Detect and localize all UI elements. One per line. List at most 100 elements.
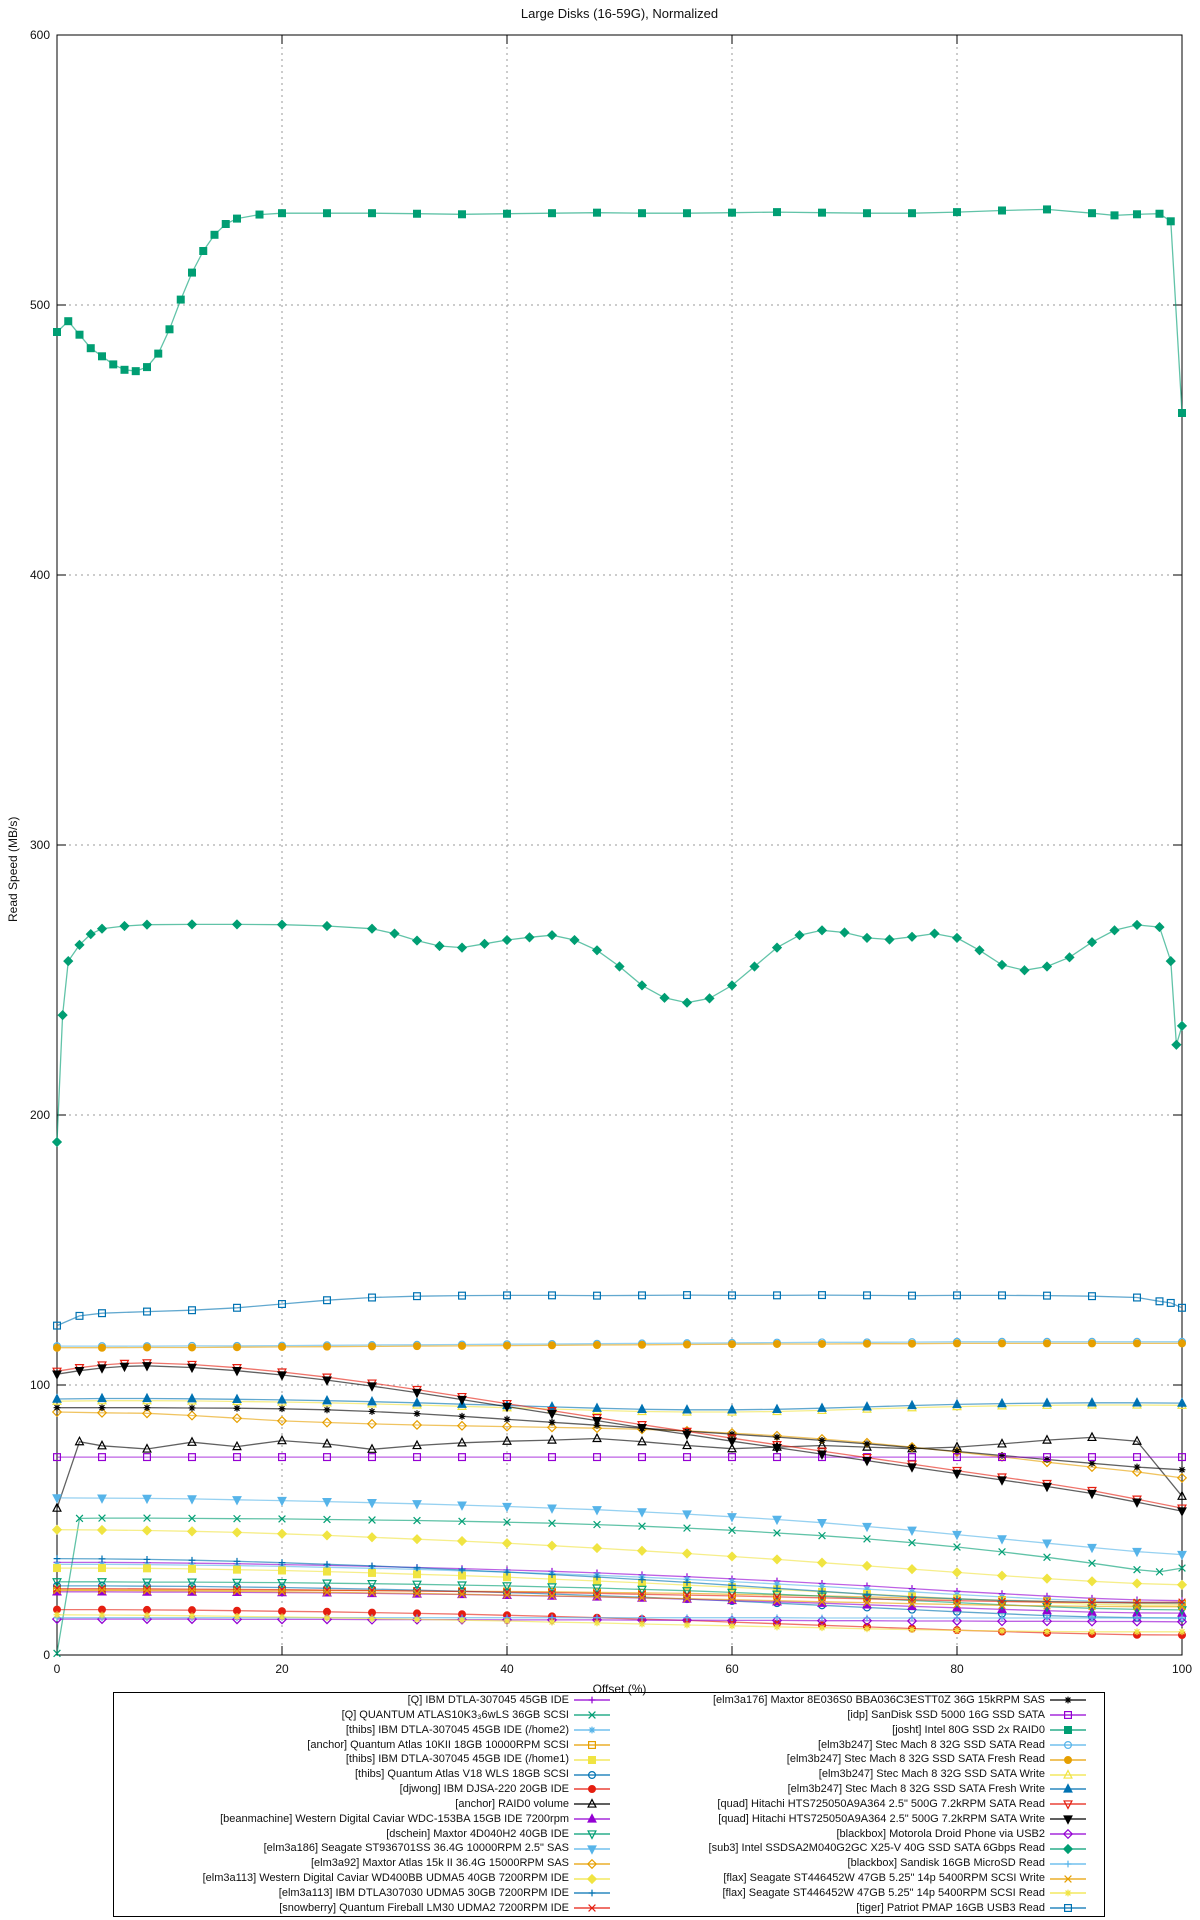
- series-22: [52, 1392, 1187, 1414]
- series-line: [56, 1400, 1183, 1413]
- y-tick-label: 500: [30, 298, 50, 312]
- legend-row: [elm3a92] Maxtor Atlas 15k II 36.4G 1500…: [114, 1856, 1104, 1871]
- legend-marker-sample: [574, 1785, 610, 1794]
- series-markers: [52, 1339, 1186, 1352]
- x-tick-label: 100: [1172, 1662, 1192, 1676]
- series-line: [57, 1618, 1183, 1623]
- legend-row: [thibs] IBM DTLA-307045 45GB IDE (/home1…: [114, 1752, 1104, 1767]
- legend-marker-sample: [1050, 1726, 1086, 1735]
- chart-title: Large Disks (16-59G), Normalized: [520, 6, 719, 21]
- legend-marker-sample: [1050, 1828, 1086, 1840]
- y-tick-label: 100: [30, 1378, 50, 1392]
- legend-marker-sample: [1050, 1768, 1086, 1779]
- legend-marker-sample: [1050, 1860, 1086, 1868]
- legend-row: [anchor] Quantum Atlas 10KII 18GB 10000R…: [114, 1738, 1104, 1753]
- series-8: [52, 1431, 1187, 1512]
- legend-marker-sample: [1050, 1711, 1086, 1720]
- series-markers: [52, 1494, 1187, 1561]
- series-markers: [52, 1392, 1187, 1414]
- series-markers: [53, 1404, 1186, 1474]
- legend-marker-sample: [1050, 1755, 1086, 1764]
- legend-marker-sample: [1050, 1815, 1086, 1825]
- series-14: [53, 1555, 1186, 1607]
- legend-marker-sample: [574, 1740, 610, 1749]
- legend-box: [Q] IBM DTLA-307045 45GB IDE [elm3a176] M…: [113, 1692, 1105, 1917]
- legend-marker-sample: [574, 1904, 610, 1913]
- x-tick-label: 80: [950, 1662, 964, 1676]
- legend-marker-sample: [574, 1711, 610, 1720]
- series-line: [56, 1362, 1183, 1509]
- y-axis-label: Read Speed (MB/s): [6, 816, 20, 922]
- series-markers: [51, 919, 1188, 1148]
- legend-label: [Q] QUANTUM ATLAS10K3₃6wLS 36GB SCSI: [341, 1708, 569, 1721]
- legend-row: [anchor] RAID0 volume [quad] Hitachi HTS7…: [114, 1797, 1104, 1812]
- legend-label: [quad] Hitachi HTS725050A9A364 2.5" 500G…: [717, 1797, 1045, 1810]
- axis-ticks: [56, 34, 1183, 1656]
- legend-label: [sub3] Intel SSDSA2M040G2GC X25-V 40G SS…: [708, 1842, 1045, 1855]
- legend-marker-sample: [574, 1830, 610, 1840]
- gridlines: [57, 35, 1182, 1655]
- legend-label: [Q] IBM DTLA-307045 45GB IDE: [407, 1694, 569, 1706]
- series-line: [57, 1407, 1183, 1471]
- legend-row: [djwong] IBM DJSA-220 20GB IDE [elm3b247]…: [114, 1782, 1104, 1797]
- legend-label: [blackbox] Motorola Droid Phone via USB2: [836, 1827, 1046, 1840]
- legend-marker-sample: [1050, 1697, 1086, 1704]
- legend-marker-sample: [1050, 1874, 1086, 1883]
- series-3: [53, 1560, 1186, 1607]
- legend-marker-sample: [1050, 1740, 1086, 1749]
- chart-plot-area: 0 100 200 300 400 500 600 0 20 40 60 80 100: [30, 28, 1192, 1676]
- series-markers: [52, 1291, 1186, 1330]
- legend-label: [flax] Seagate ST446452W 47GB 5.25" 14p …: [723, 1872, 1045, 1885]
- legend-marker-sample: [1050, 1889, 1086, 1897]
- series-line: [57, 1589, 1182, 1608]
- legend-label: [josht] Intel 80G SSD 2x RAID0: [892, 1723, 1045, 1736]
- legend-label: [elm3a186] Seagate ST936701SS 36.4G 1000…: [263, 1842, 569, 1855]
- series-line: [57, 1585, 1183, 1619]
- y-tick-label: 0: [43, 1648, 50, 1662]
- series-line: [57, 1581, 1183, 1611]
- legend-label: [quad] Hitachi HTS725050A9A364 2.5" 500G…: [718, 1812, 1045, 1825]
- legend-marker-sample: [574, 1798, 610, 1808]
- series-line: [56, 1557, 1182, 1604]
- legend-label: [blackbox] Sandisk 16GB MicroSD Read: [847, 1857, 1045, 1870]
- series-11: [52, 1494, 1187, 1561]
- legend-label: [flax] Seagate ST446452W 47GB 5.25" 14p …: [722, 1886, 1046, 1899]
- series-line: [56, 1436, 1183, 1509]
- x-tick-label: 0: [54, 1662, 61, 1676]
- series-markers: [53, 1514, 1186, 1658]
- legend-label: [idp] SanDisk SSD 5000 16G SSD SATA: [847, 1708, 1045, 1721]
- legend-label: [elm3b247] Stec Mach 8 32G SSD SATA Read: [817, 1738, 1045, 1751]
- series-13: [51, 1524, 1188, 1590]
- legend-label: [elm3a113] IBM DTLA307030 UDMA5 30GB 720…: [278, 1886, 569, 1899]
- legend-marker-sample: [574, 1845, 610, 1855]
- series-line: [57, 1563, 1183, 1604]
- legend-row: [Q] IBM DTLA-307045 45GB IDE [elm3a176] M…: [114, 1693, 1104, 1708]
- legend-row: [Q] QUANTUM ATLAS10K3₃6wLS 36GB SCSI [idp…: [114, 1708, 1104, 1723]
- series-30: [52, 1291, 1186, 1330]
- series-line: [56, 208, 1183, 414]
- series-17: [52, 1453, 1186, 1462]
- series-20: [52, 1339, 1186, 1352]
- series-line: [57, 1342, 1182, 1349]
- legend-label: [elm3a92] Maxtor Atlas 15k II 36.4G 1500…: [310, 1857, 569, 1870]
- y-tick-label: 200: [30, 1108, 50, 1122]
- series-markers: [53, 1560, 1186, 1607]
- legend-row: [elm3a113] Western Digital Caviar WD400B…: [114, 1871, 1104, 1886]
- series-line: [56, 1397, 1183, 1411]
- series-line: [56, 1294, 1183, 1327]
- series-line: [57, 1561, 1183, 1602]
- series-2: [53, 1514, 1186, 1658]
- legend-row: [thibs] IBM DTLA-307045 45GB IDE (/home2…: [114, 1723, 1104, 1738]
- legend-label: [elm3a113] Western Digital Caviar WD400B…: [202, 1872, 569, 1885]
- legend-label: [anchor] Quantum Atlas 10KII 18GB 10000R…: [307, 1738, 569, 1751]
- series-markers: [52, 1359, 1187, 1514]
- series-line: [56, 1411, 1183, 1479]
- series-line: [56, 1529, 1183, 1586]
- series-24: [52, 1362, 1187, 1517]
- series-markers: [52, 1453, 1186, 1462]
- legend-marker-sample: [574, 1770, 610, 1779]
- series-line: [56, 1517, 1183, 1654]
- series-line: [57, 1587, 1183, 1604]
- legend-row: [beanmachine] Western Digital Caviar WDC…: [114, 1812, 1104, 1827]
